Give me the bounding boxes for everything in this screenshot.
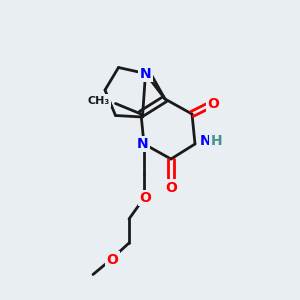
- Text: O: O: [106, 253, 119, 266]
- Text: O: O: [207, 97, 219, 110]
- Text: N: N: [140, 67, 151, 80]
- Text: O: O: [165, 181, 177, 194]
- Text: N: N: [200, 134, 211, 148]
- Text: H: H: [211, 134, 222, 148]
- Text: O: O: [140, 191, 152, 205]
- Text: N: N: [137, 137, 148, 151]
- Text: CH₃: CH₃: [87, 95, 110, 106]
